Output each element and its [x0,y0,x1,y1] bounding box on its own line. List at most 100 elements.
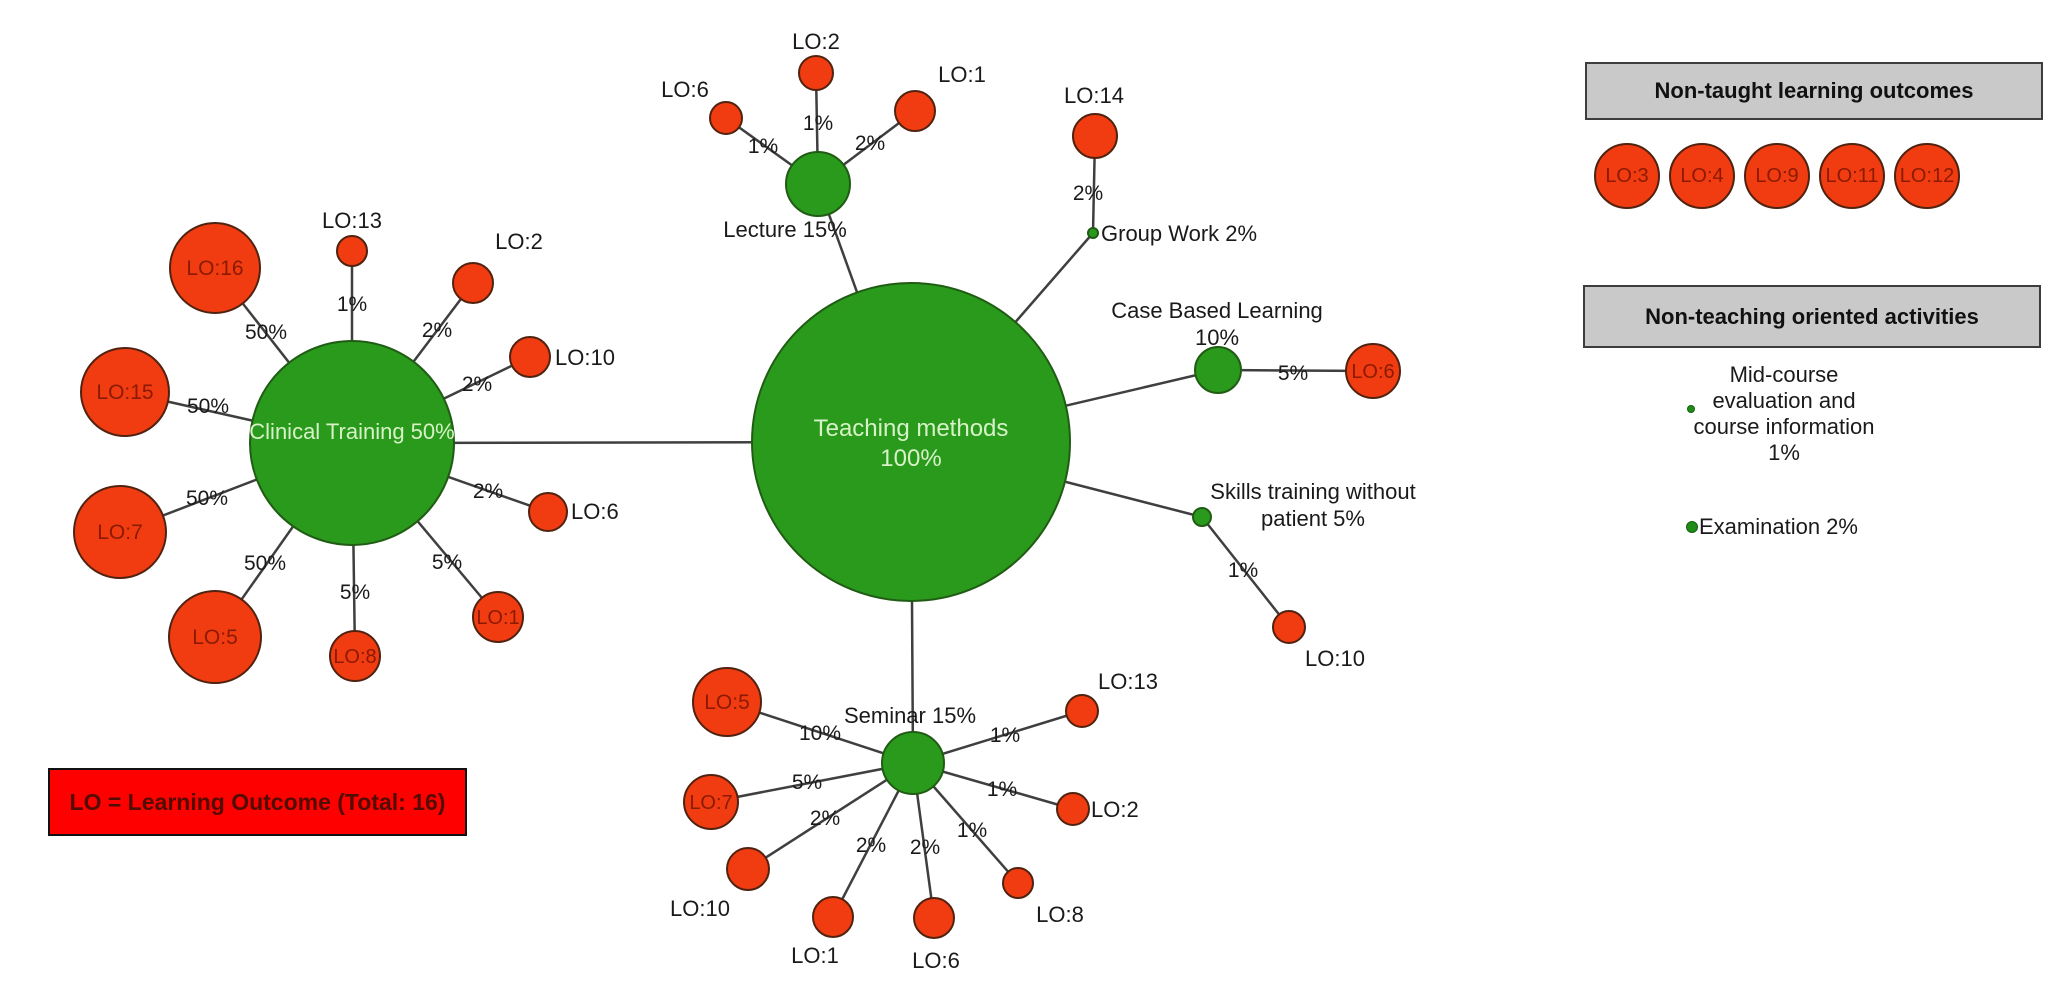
edge-seminar-se7 [710,761,914,804]
text-line: 1% [1768,440,1800,465]
node-teaching [751,282,1071,602]
edge-label-clinical-c6: 2% [473,480,503,503]
node-c1 [472,591,524,643]
edge-label-seminar-se2: 1% [987,778,1017,801]
edge-label-groupwork-l14: 2% [1073,182,1103,205]
non-taught-outcome-circle: LO:11 [1819,143,1885,209]
edge-label-lecture-l2: 1% [803,112,833,135]
non-taught-outcome-circle: LO:12 [1894,143,1960,209]
edge-label-skills-s10: 1% [1228,559,1258,582]
label-teaching: Teaching methods 100% [814,415,1009,472]
edge-label-clinical-c2: 2% [422,319,452,342]
edge-label-seminar-se8: 1% [957,819,987,842]
node-se8 [1002,867,1034,899]
text-line: evaluation and [1712,388,1856,413]
non-taught-outcome-circle: LO:9 [1744,143,1810,209]
edge-skills-s10 [1201,516,1290,628]
label-c7: LO:7 [97,521,143,544]
non-taught-outcomes-header: Non-taught learning outcomes [1585,62,2043,120]
node-groupwork [1087,227,1099,239]
node-lecture [785,151,851,217]
edge-label-lecture-l1: 2% [855,132,885,155]
edge-label-cbl-cb6: 5% [1278,362,1308,385]
label-c6: LO:6 [571,499,619,524]
label-c10: LO:10 [555,345,615,370]
node-se13 [1065,694,1099,728]
label-se2: LO:2 [1091,797,1139,822]
label-se7: LO:7 [689,792,732,814]
examination-item: Examination 2% [1686,514,1858,540]
edge-label-seminar-se7: 5% [792,771,822,794]
label-seminar: Seminar 15% [844,703,976,728]
label-clinical: Clinical Training 50% [249,419,454,444]
label-l1: LO:1 [938,62,986,87]
label-c15: LO:15 [96,381,153,404]
edge-label-seminar-se5: 10% [799,722,841,745]
node-se5 [692,667,762,737]
node-cbl [1194,346,1242,394]
label-lecture: Lecture 15% [723,217,847,242]
edge-label-clinical-c16: 50% [245,321,287,344]
node-l1 [894,90,936,132]
edge-label-seminar-se1: 2% [856,834,886,857]
node-seminar [881,731,945,795]
edge-label-clinical-c7: 50% [186,487,228,510]
edge-seminar-se10 [747,761,914,871]
label-cb6: LO:6 [1351,361,1394,383]
text-line: Mid-course [1729,362,1839,387]
mid-course-evaluation-item: Mid-course evaluation and course informati… [1664,362,1904,466]
label-se10: LO:10 [670,896,730,921]
edge-label-clinical-c10: 2% [462,373,492,396]
label-se13: LO:13 [1098,669,1158,694]
node-c7 [73,485,167,579]
node-c5 [168,590,262,684]
node-l14 [1072,113,1118,159]
node-se10 [726,847,770,891]
node-s10 [1272,610,1306,644]
label-se5: LO:5 [704,691,750,714]
non-taught-outcomes-row: LO:3 LO:4 LO:9 LO:11 LO:12 [1594,143,1960,209]
node-c8 [329,630,381,682]
label-c16: LO:16 [186,257,243,280]
label-skills: Skills training without patient 5% [1210,479,1415,531]
label-c2: LO:2 [495,229,543,254]
label-c8: LO:8 [333,646,376,668]
edge-label-seminar-se6: 2% [910,836,940,859]
node-c10 [509,336,551,378]
node-l2 [798,55,834,91]
label-c13: LO:13 [322,208,382,233]
edge-label-clinical-c13: 1% [337,293,367,316]
node-skills [1192,507,1212,527]
label-groupwork: Group Work 2% [1101,221,1257,246]
node-l6 [709,101,743,135]
edge-label-clinical-c15: 50% [187,395,229,418]
node-se2 [1056,792,1090,826]
label-c5: LO:5 [192,626,238,649]
label-l14: LO:14 [1064,83,1124,108]
text-line: course information [1693,414,1875,439]
examination-label: Examination 2% [1699,514,1858,539]
label-se8: LO:8 [1036,902,1084,927]
node-se7 [683,774,739,830]
label-se1: LO:1 [791,943,839,968]
label-l2: LO:2 [792,29,840,54]
label-c1: LO:1 [476,607,519,629]
edge-label-clinical-c1: 5% [432,551,462,574]
node-c2 [452,262,494,304]
node-se6 [913,897,955,939]
label-cbl: Case Based Learning 10% [1111,298,1323,350]
edge-label-lecture-l6: 1% [748,135,778,158]
node-cb6 [1345,343,1401,399]
edge-label-seminar-se13: 1% [990,724,1020,747]
label-s10: LO:10 [1305,646,1365,671]
edge-label-clinical-c8: 5% [340,581,370,604]
node-c16 [169,222,261,314]
node-se1 [812,896,854,938]
mid-course-dot-icon [1687,405,1695,413]
node-clinical [249,340,455,546]
label-l6: LO:6 [661,77,709,102]
label-se6: LO:6 [912,948,960,973]
lo-legend-box: LO = Learning Outcome (Total: 16) [48,768,467,836]
node-c15 [80,347,170,437]
